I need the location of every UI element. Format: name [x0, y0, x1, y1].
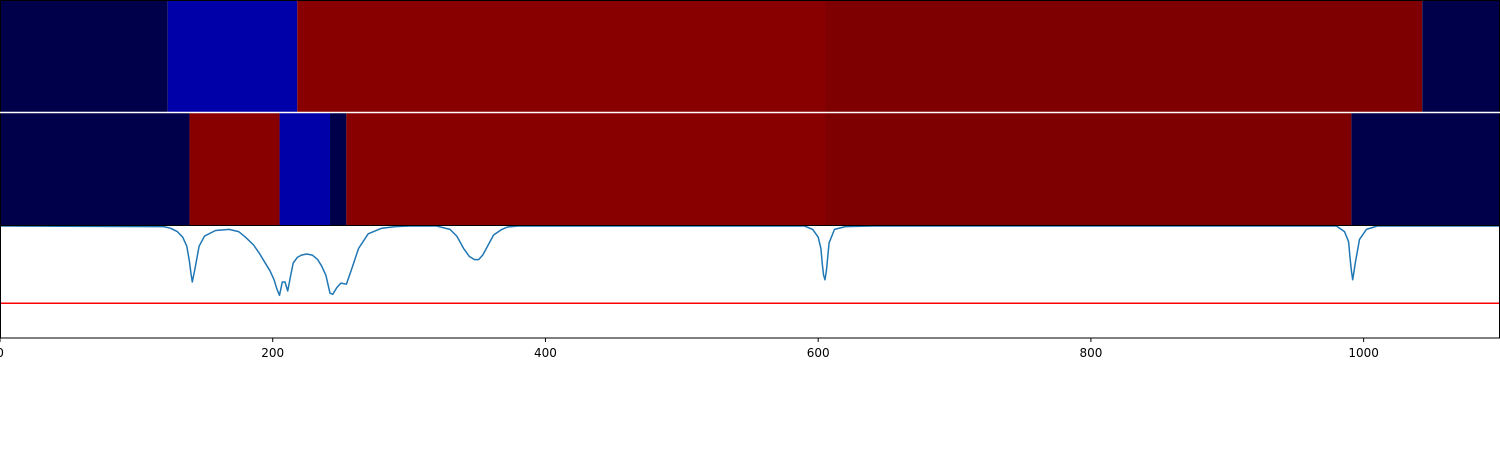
series-line — [0, 225, 1500, 297]
heatmap-cell-middle-5 — [825, 113, 1352, 226]
heatmap-cell-top-4 — [1422, 0, 1500, 113]
heatmap-cell-middle-6 — [1351, 113, 1500, 226]
heatmap-cell-top-1 — [167, 0, 298, 113]
heatmap-cell-middle-0 — [0, 113, 190, 226]
heatmap-row-middle — [0, 113, 1500, 226]
heatmap-cell-top-3 — [825, 0, 1423, 113]
x-axis: 0 200 400 600 800 1000 — [0, 338, 1379, 360]
x-tick-label-600: 600 — [807, 346, 830, 360]
line-plot-panel — [0, 225, 1500, 338]
heatmap-cell-top-0 — [0, 0, 168, 113]
heatmap-cell-middle-3 — [330, 113, 347, 226]
x-tick-label-1000: 1000 — [1348, 346, 1379, 360]
heatmap-cell-middle-2 — [279, 113, 330, 226]
plot-area-background — [0, 226, 1500, 338]
x-tick-label-200: 200 — [261, 346, 284, 360]
x-tick-label-0: 0 — [0, 346, 4, 360]
heatmap-cell-top-2 — [297, 0, 826, 113]
x-tick-label-800: 800 — [1079, 346, 1102, 360]
heatmap-cell-middle-4 — [346, 113, 825, 226]
heatmap-cell-middle-1 — [189, 113, 280, 226]
heatmap-row-top — [0, 0, 1500, 113]
x-tick-label-400: 400 — [534, 346, 557, 360]
